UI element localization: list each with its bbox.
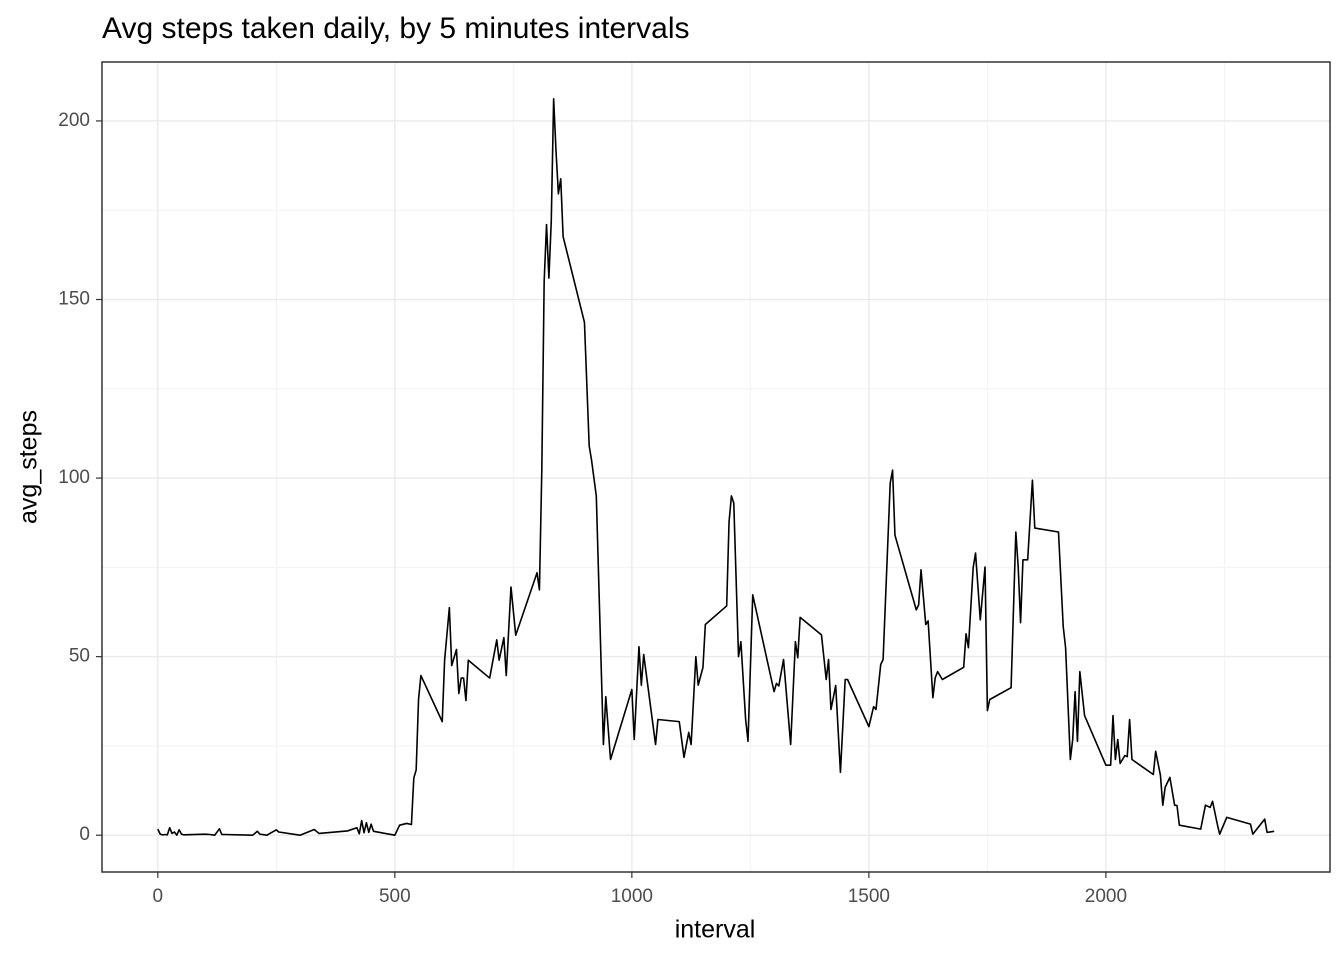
y-tick-label: 50 [69, 646, 90, 667]
x-axis-label: interval [675, 916, 756, 944]
y-tick-label: 100 [58, 467, 90, 488]
chart-title: Avg steps taken daily, by 5 minutes inte… [102, 12, 690, 45]
x-tick-label: 2000 [1085, 886, 1127, 907]
data-line [157, 97, 1275, 837]
x-tick-label: 500 [379, 886, 411, 907]
y-tick-label: 0 [79, 824, 90, 845]
x-tick-label: 1500 [848, 886, 890, 907]
y-tick-label: 200 [58, 110, 90, 131]
x-tick-label: 0 [153, 886, 164, 907]
y-axis-label: avg_steps [15, 410, 43, 524]
y-tick-label: 150 [58, 289, 90, 310]
x-tick-label: 1000 [611, 886, 653, 907]
panel-border [101, 61, 1331, 873]
